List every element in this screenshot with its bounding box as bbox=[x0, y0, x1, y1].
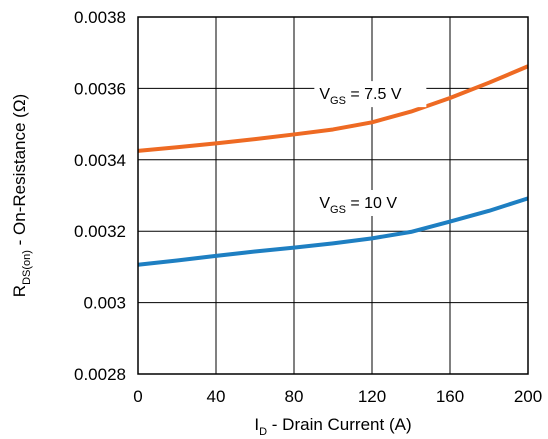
annotation-subscript: GS bbox=[330, 95, 346, 107]
annotation-main: V bbox=[319, 86, 330, 103]
y-tick-label: 0.0038 bbox=[74, 8, 126, 27]
plot-frame bbox=[137, 16, 529, 375]
y-tick-labels: 0.0028 0.003 0.0032 0.0034 0.0036 0.0038 bbox=[74, 8, 126, 384]
y-axis-label: RDS(on) - On-Resistance (Ω) bbox=[10, 94, 33, 297]
y-tick-label: 0.0034 bbox=[74, 151, 126, 170]
annotation-background bbox=[314, 189, 427, 216]
x-tick-label: 120 bbox=[358, 387, 386, 406]
annotation-rest: = 7.5 V bbox=[346, 86, 402, 103]
series-lines bbox=[137, 64, 529, 267]
annotation-background bbox=[314, 81, 427, 108]
y-tick-label: 0.003 bbox=[83, 294, 126, 313]
y-tick-label: 0.0028 bbox=[74, 365, 126, 384]
x-tick-label: 160 bbox=[436, 387, 464, 406]
series-line-1 bbox=[137, 196, 529, 267]
annotation-main: V bbox=[319, 195, 330, 212]
annotation-subscript: GS bbox=[330, 204, 346, 216]
series-annotation-1: VGS = 10 V bbox=[319, 195, 397, 216]
x-axis-label: ID - Drain Current (A) bbox=[254, 415, 411, 438]
x-tick-label: 80 bbox=[285, 387, 304, 406]
x-tick-label: 40 bbox=[207, 387, 226, 406]
series-annotation-0: VGS = 7.5 V bbox=[319, 86, 402, 107]
annotation-rest: = 10 V bbox=[346, 195, 397, 212]
x-tick-label: 0 bbox=[133, 387, 142, 406]
x-tick-labels: 0 40 80 120 160 200 bbox=[133, 387, 542, 406]
y-tick-label: 0.0036 bbox=[74, 79, 126, 98]
x-tick-label: 200 bbox=[514, 387, 542, 406]
series-line-0 bbox=[137, 64, 529, 153]
y-tick-label: 0.0032 bbox=[74, 222, 126, 241]
